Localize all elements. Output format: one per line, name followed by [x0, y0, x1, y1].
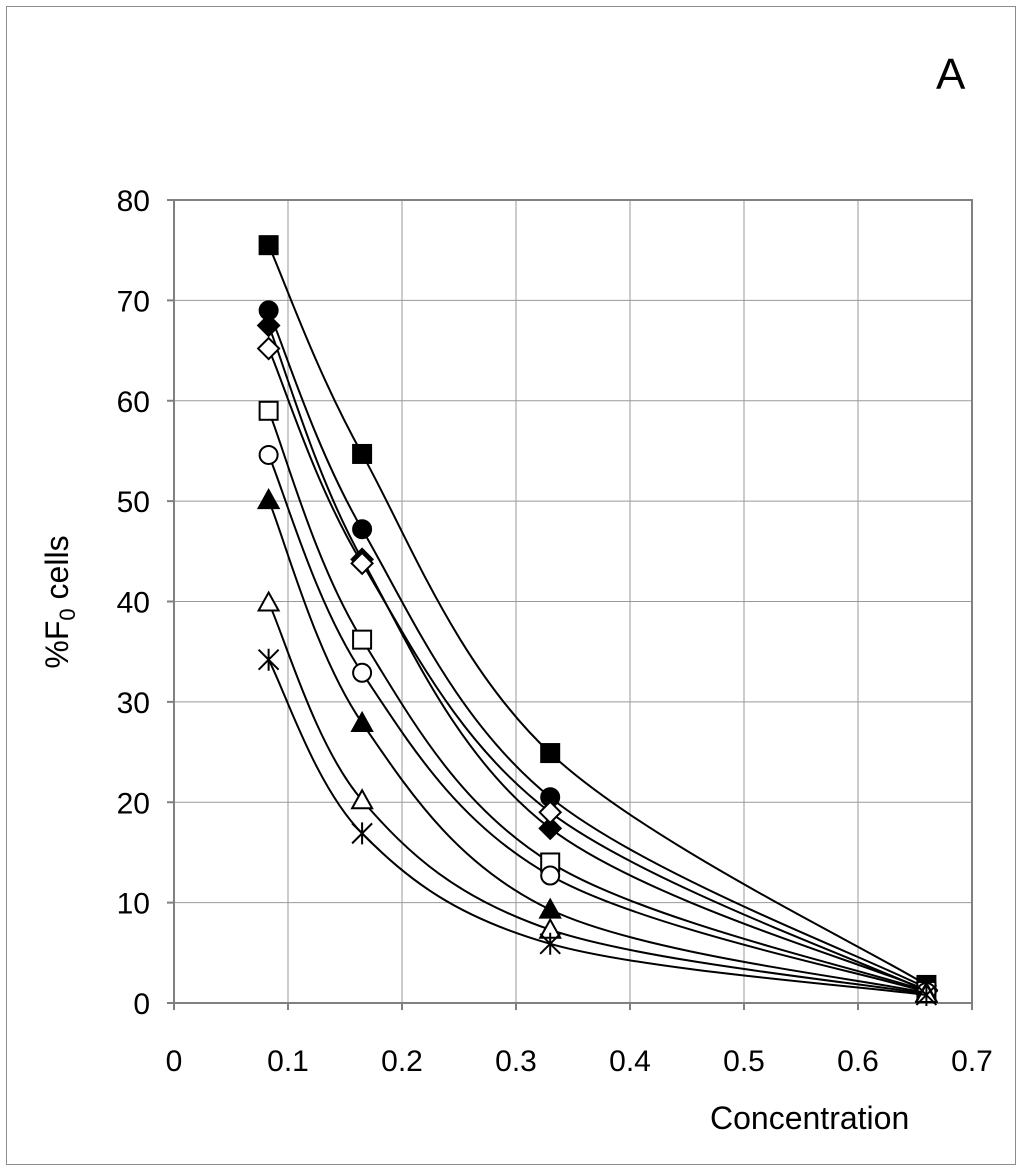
point-filled-triangle-marker	[256, 488, 281, 510]
point-filled-square-marker	[540, 743, 561, 764]
point-open-triangle-marker	[256, 590, 281, 612]
point-filled-diamond-marker	[538, 816, 563, 841]
point-open-diamond-marker	[350, 551, 375, 576]
point-filled-square-marker	[258, 235, 279, 256]
point-open-circle-marker	[540, 865, 561, 886]
y-axis-label: %F0 cells	[39, 535, 81, 668]
point-asterisk-marker	[257, 648, 280, 671]
x-tick-label: 0.6	[837, 1045, 879, 1078]
y-tick-label: 60	[117, 386, 150, 419]
panel-label: A	[936, 50, 966, 99]
point-open-diamond-marker	[538, 800, 563, 825]
series-line-open-diamond	[267, 348, 927, 992]
point-filled-triangle-marker	[538, 897, 562, 919]
point-filled-circle-marker	[352, 519, 373, 540]
series-line-asterisk	[267, 659, 927, 996]
point-open-square-marker	[258, 400, 279, 421]
y-tick-label: 20	[117, 787, 150, 820]
y-tick-label: 0	[133, 988, 150, 1021]
point-asterisk-marker	[351, 822, 373, 845]
series-line-filled-triangle	[267, 499, 927, 994]
series-line-open-circle	[267, 454, 927, 993]
series-open-triangle	[256, 590, 939, 1003]
point-open-square-marker	[352, 629, 373, 650]
series-line-filled-circle	[267, 310, 927, 989]
y-axis-label-rest: cells	[38, 535, 75, 609]
point-filled-square-marker	[352, 443, 373, 464]
figure-frame	[6, 6, 1016, 1165]
x-tick-labels: 0 0.1 0.2 0.3 0.4 0.5 0.6 0.7	[166, 1045, 993, 1078]
point-open-triangle-marker	[350, 788, 374, 810]
point-asterisk-marker	[915, 983, 938, 1006]
x-tick-label: 0.5	[723, 1045, 765, 1078]
grid-lines	[167, 199, 973, 1010]
point-filled-diamond-marker	[256, 313, 281, 338]
series-asterisk	[257, 648, 938, 1006]
x-tick-label: 0	[166, 1045, 183, 1078]
series-line-open-square	[267, 410, 927, 992]
point-open-circle-marker	[258, 444, 279, 465]
y-tick-label: 30	[117, 687, 150, 720]
y-tick-label: 10	[117, 888, 150, 921]
x-tick-label: 0.7	[951, 1045, 993, 1078]
y-axis-label-main: %F	[38, 620, 75, 669]
series-group	[256, 235, 939, 1006]
y-tick-labels: 0 10 20 30 40 50 60 70 80	[117, 185, 150, 1021]
point-asterisk-marker	[539, 932, 561, 955]
series-line-open-triangle	[267, 602, 927, 995]
series-line-filled-diamond	[267, 325, 927, 991]
series-line-filled-square	[267, 244, 927, 986]
point-filled-triangle-marker	[350, 710, 374, 732]
x-tick-label: 0.1	[267, 1045, 309, 1078]
point-open-diamond-marker	[256, 336, 281, 361]
y-tick-label: 70	[117, 285, 150, 318]
point-open-circle-marker	[352, 662, 373, 683]
x-tick-label: 0.2	[381, 1045, 423, 1078]
x-tick-label: 0.3	[495, 1045, 537, 1078]
plot-border	[173, 199, 973, 1004]
x-tick-label: 0.4	[609, 1045, 651, 1078]
x-axis-label: Concentration	[710, 1100, 910, 1136]
y-tick-label: 80	[117, 185, 150, 218]
y-tick-label: 50	[117, 486, 150, 519]
y-axis-label-subscript: 0	[55, 608, 81, 621]
y-tick-label: 40	[117, 587, 150, 620]
